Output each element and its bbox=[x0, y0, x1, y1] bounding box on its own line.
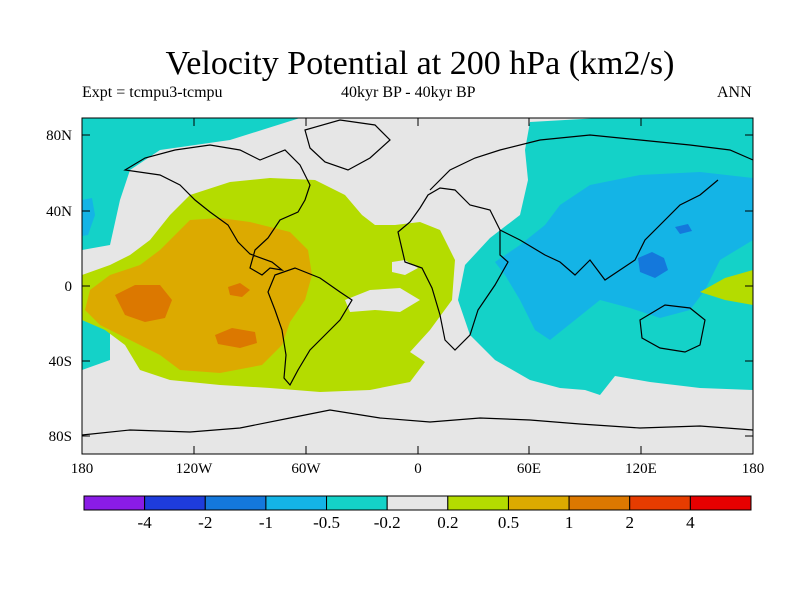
field-positive-1-a bbox=[115, 285, 172, 322]
coastlines bbox=[82, 119, 753, 436]
lat-tick-label: 80N bbox=[46, 128, 72, 144]
field-negative-0-2-west bbox=[82, 118, 300, 250]
colorbar-label: 1 bbox=[565, 513, 574, 532]
field-positive-1-b bbox=[215, 328, 257, 348]
colorbar-label: -2 bbox=[198, 513, 212, 532]
colorbar-label: 4 bbox=[686, 513, 695, 532]
lon-tick-label: 120W bbox=[176, 461, 214, 477]
lon-tick-label: 180 bbox=[742, 461, 765, 477]
field-layer bbox=[82, 118, 753, 454]
coast-australia bbox=[639, 304, 706, 353]
field-negative-1-b bbox=[675, 224, 692, 234]
coast-eurasia bbox=[429, 134, 753, 281]
colorbar-swatch bbox=[507, 495, 570, 511]
colorbar-swatch bbox=[386, 495, 449, 511]
colorbar-label: -0.5 bbox=[313, 513, 340, 532]
coast-europe-africa bbox=[397, 187, 509, 351]
field-negative-1 bbox=[638, 252, 668, 278]
colorbar-swatch bbox=[204, 495, 267, 511]
field-positive-1-c bbox=[228, 283, 250, 297]
coast-greenland bbox=[304, 119, 391, 171]
lon-axis: 180 120W 60W 0 60E 120E 180 bbox=[71, 118, 765, 477]
colorbar-swatch bbox=[265, 495, 328, 511]
lon-tick-label: 60W bbox=[291, 461, 321, 477]
colorbar-label: 2 bbox=[625, 513, 634, 532]
lat-tick-label: 80S bbox=[49, 429, 72, 445]
colorbar-swatch bbox=[326, 495, 388, 511]
colorbar: -4 -2 -1 -0.5 -0.2 0.2 0.5 1 2 4 bbox=[83, 495, 752, 532]
colorbar-label: -0.2 bbox=[374, 513, 401, 532]
lon-tick-label: 120E bbox=[625, 461, 657, 477]
map-title: Velocity Potential at 200 hPa (km2/s) bbox=[165, 45, 675, 82]
lon-tick-label: 60E bbox=[517, 461, 541, 477]
season-label: ANN bbox=[717, 84, 752, 101]
colorbar-swatch bbox=[568, 495, 631, 511]
period-label: 40kyr BP - 40kyr BP bbox=[341, 84, 476, 101]
colorbar-swatch bbox=[447, 495, 509, 511]
lat-tick-label: 0 bbox=[65, 279, 73, 295]
coast-antarctica bbox=[82, 409, 753, 436]
lat-tick-label: 40N bbox=[46, 204, 72, 220]
field-neutral-hole-gulf bbox=[392, 260, 418, 275]
colorbar-swatch bbox=[629, 495, 691, 511]
coast-north-america bbox=[123, 144, 311, 276]
field-positive-0-2-east bbox=[700, 270, 753, 305]
coast-south-america bbox=[267, 267, 353, 387]
lon-tick-label: 180 bbox=[71, 461, 94, 477]
field-negative-0-2-sw bbox=[82, 320, 110, 370]
field-negative-0-5-west bbox=[82, 198, 95, 236]
lat-tick-label: 40S bbox=[49, 354, 72, 370]
lat-axis: 80N 40N 0 40S 80S bbox=[46, 128, 753, 445]
colorbar-swatch bbox=[144, 495, 206, 511]
colorbar-label: -4 bbox=[138, 513, 153, 532]
colorbar-label: -1 bbox=[259, 513, 273, 532]
field-neutral-hole-atlantic bbox=[345, 288, 420, 312]
experiment-label: Expt = tcmpu3-tcmpu bbox=[82, 84, 223, 101]
colorbar-label: 0.2 bbox=[437, 513, 458, 532]
field-negative-0-5 bbox=[495, 172, 753, 340]
colorbar-label: 0.5 bbox=[498, 513, 519, 532]
lon-tick-label: 0 bbox=[414, 461, 422, 477]
colorbar-swatch bbox=[83, 495, 146, 511]
colorbar-swatch bbox=[689, 495, 752, 511]
